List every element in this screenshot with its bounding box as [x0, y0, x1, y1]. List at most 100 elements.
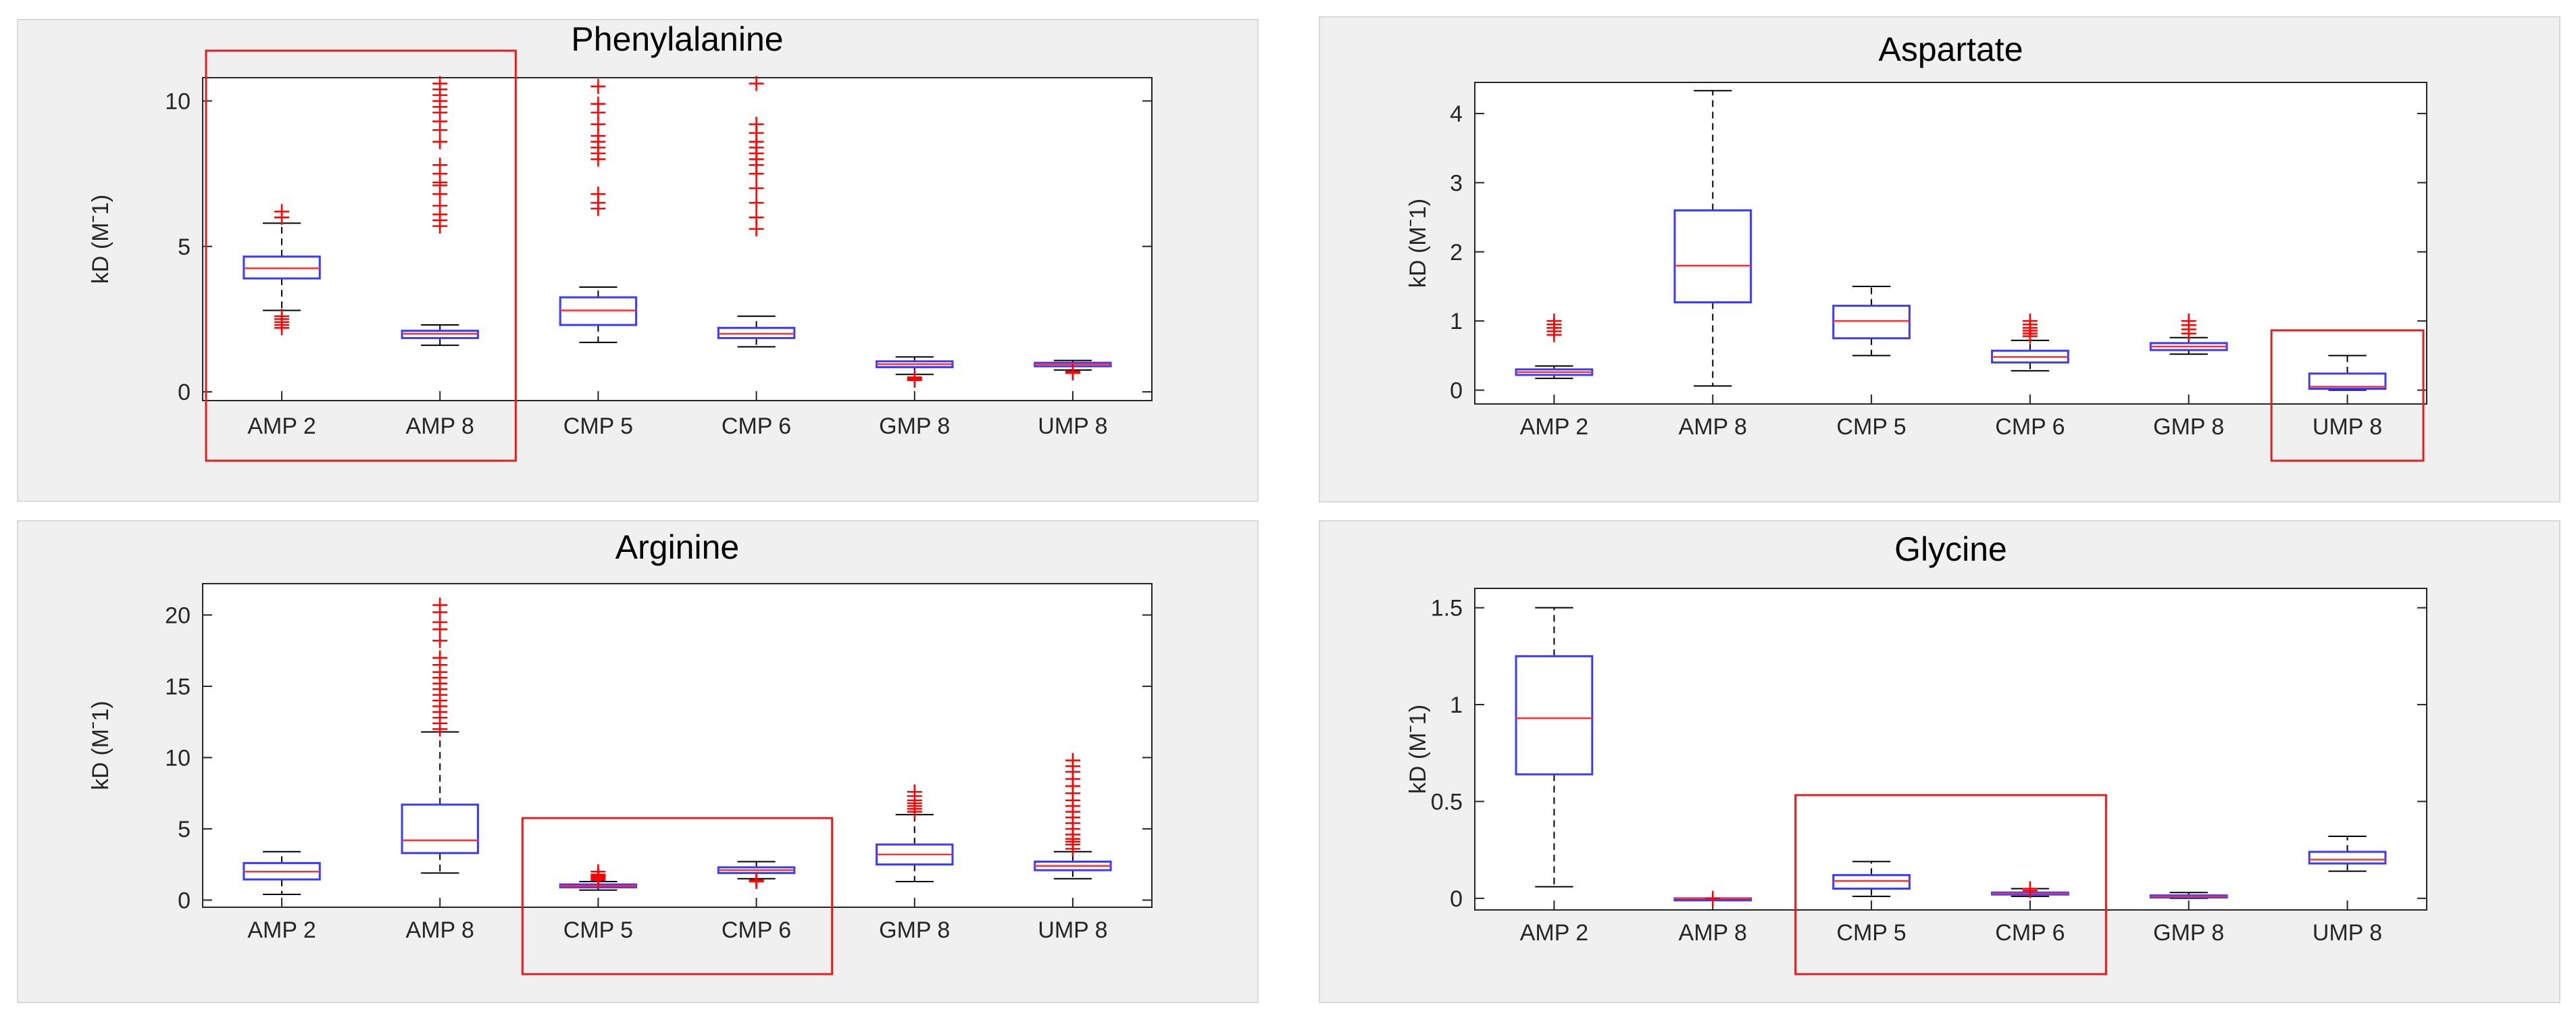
iqr-box	[1515, 655, 1594, 776]
box-gmp-8	[876, 356, 954, 388]
y-tick-label: 10	[165, 88, 191, 114]
y-tick-label: 2	[1450, 240, 1463, 265]
y-tick-label: 1	[1450, 309, 1463, 334]
box-gmp-8	[2149, 892, 2228, 899]
chart-title: Arginine	[615, 528, 739, 566]
outlier-marker	[2181, 313, 2196, 329]
x-tick-label: GMP 8	[2153, 414, 2224, 440]
x-tick-label: AMP 8	[406, 413, 474, 439]
box-gmp-8	[2149, 313, 2228, 355]
box-cmp-6	[1991, 313, 2069, 372]
x-tick-label: CMP 6	[722, 413, 791, 439]
outlier-marker	[907, 370, 922, 385]
x-tick-label: CMP 6	[1995, 414, 2065, 440]
x-tick-label: AMP 8	[1679, 414, 1747, 440]
plot-area	[202, 77, 1153, 401]
outlier-marker	[749, 209, 764, 225]
box-cmp-6	[717, 861, 796, 890]
plot-area	[1474, 82, 2427, 405]
chart-title: Phenylalanine	[571, 20, 783, 58]
x-tick-label: CMP 6	[722, 917, 791, 943]
outlier-marker	[432, 157, 448, 173]
iqr-box	[2308, 372, 2387, 390]
x-tick-label: CMP 5	[563, 413, 633, 439]
y-tick-label: 4	[1450, 101, 1463, 127]
highlight-box	[521, 817, 834, 975]
outlier-marker	[432, 650, 448, 665]
x-tick-label: AMP 8	[1679, 920, 1747, 946]
outlier-marker	[274, 309, 290, 324]
outlier-marker	[590, 864, 606, 880]
box-amp-2	[1515, 313, 1594, 380]
y-tick-label: 0.5	[1431, 789, 1463, 815]
x-tick-label: UMP 8	[1038, 413, 1107, 439]
iqr-box	[1832, 305, 1911, 340]
x-tick-label: AMP 2	[247, 917, 315, 943]
outlier-marker	[432, 597, 448, 613]
chart-title: Aspartate	[1878, 30, 2023, 68]
y-tick-label: 1.5	[1431, 596, 1463, 621]
plot-area	[202, 583, 1153, 908]
iqr-box	[1673, 209, 1752, 304]
outlier-marker	[1065, 363, 1080, 379]
box-amp-2	[243, 204, 321, 336]
x-tick-label: AMP 8	[406, 917, 474, 943]
iqr-box	[1832, 873, 1911, 890]
y-tick-label: 0	[178, 888, 191, 913]
chart-title: Glycine	[1894, 530, 2007, 568]
box-cmp-5	[559, 864, 638, 891]
outlier-marker	[1065, 753, 1080, 768]
box-ump-8	[2308, 355, 2387, 391]
box-cmp-6	[717, 76, 796, 348]
chart-arginine: Arginine kD (Mˉ1) 0 5 10 15 20 AMP 2 AMP 8 CMP 5 C…	[88, 528, 1153, 943]
box-cmp-5	[1832, 285, 1911, 357]
x-tick-label: CMP 5	[563, 917, 633, 943]
highlight-box	[205, 49, 517, 462]
box-amp-8	[1673, 90, 1752, 387]
x-tick-label: GMP 8	[879, 917, 950, 943]
x-tick-label: UMP 8	[1038, 917, 1107, 943]
box-ump-8	[1034, 359, 1112, 381]
y-tick-label: 5	[178, 234, 191, 260]
x-tick-label: GMP 8	[879, 413, 950, 439]
outlier-marker	[1546, 313, 1562, 329]
box-ump-8	[1034, 753, 1112, 880]
chart-aspartate: Aspartate kD (Mˉ1) 0 1 2 3 4 AMP 2 AMP 8 CMP 5 CMP…	[1405, 30, 2427, 440]
y-tick-label: 10	[165, 745, 191, 771]
chart-phenylalanine: Phenylalanine kD (Mˉ1) 0 5 10 AMP 2 AMP 8 CMP 5…	[88, 20, 1153, 439]
y-tick-label: 0	[1450, 378, 1463, 404]
y-tick-label: 0	[1450, 886, 1463, 912]
outlier-marker	[749, 180, 764, 196]
box-amp-2	[1515, 607, 1594, 888]
y-axis-label: kD (Mˉ1)	[88, 701, 113, 790]
box-amp-2	[243, 850, 321, 896]
outlier-marker	[749, 116, 764, 132]
x-tick-label: UMP 8	[2313, 414, 2382, 440]
highlight-box	[1794, 794, 2107, 975]
outlier-marker	[907, 784, 922, 800]
y-tick-label: 15	[165, 674, 191, 700]
chart-glycine: Glycine kD (Mˉ1) 0 0.5 1 1.5 AMP 2 AMP 8 CMP 5 CM…	[1405, 530, 2427, 946]
y-tick-label: 1	[1450, 692, 1463, 718]
outlier-marker	[1705, 890, 1721, 906]
box-amp-8	[401, 597, 479, 874]
y-tick-label: 5	[178, 817, 191, 842]
plot-area	[1474, 588, 2427, 911]
box-cmp-6	[1991, 881, 2069, 898]
x-tick-label: AMP 2	[1520, 920, 1588, 946]
y-axis-label: kD (Mˉ1)	[1405, 199, 1431, 288]
x-tick-label: CMP 6	[1995, 920, 2065, 946]
x-tick-label: AMP 2	[247, 413, 315, 439]
x-tick-label: CMP 5	[1836, 920, 1906, 946]
y-tick-label: 20	[165, 603, 191, 628]
x-tick-label: AMP 2	[1520, 414, 1588, 440]
iqr-box	[2308, 850, 2387, 865]
highlight-box	[2270, 329, 2425, 462]
outlier-marker	[2022, 881, 2038, 896]
x-tick-label: CMP 5	[1836, 414, 1906, 440]
iqr-box	[401, 803, 479, 855]
box-amp-8	[401, 76, 479, 347]
outlier-marker	[749, 872, 764, 888]
y-axis-label: kD (Mˉ1)	[1405, 705, 1431, 794]
